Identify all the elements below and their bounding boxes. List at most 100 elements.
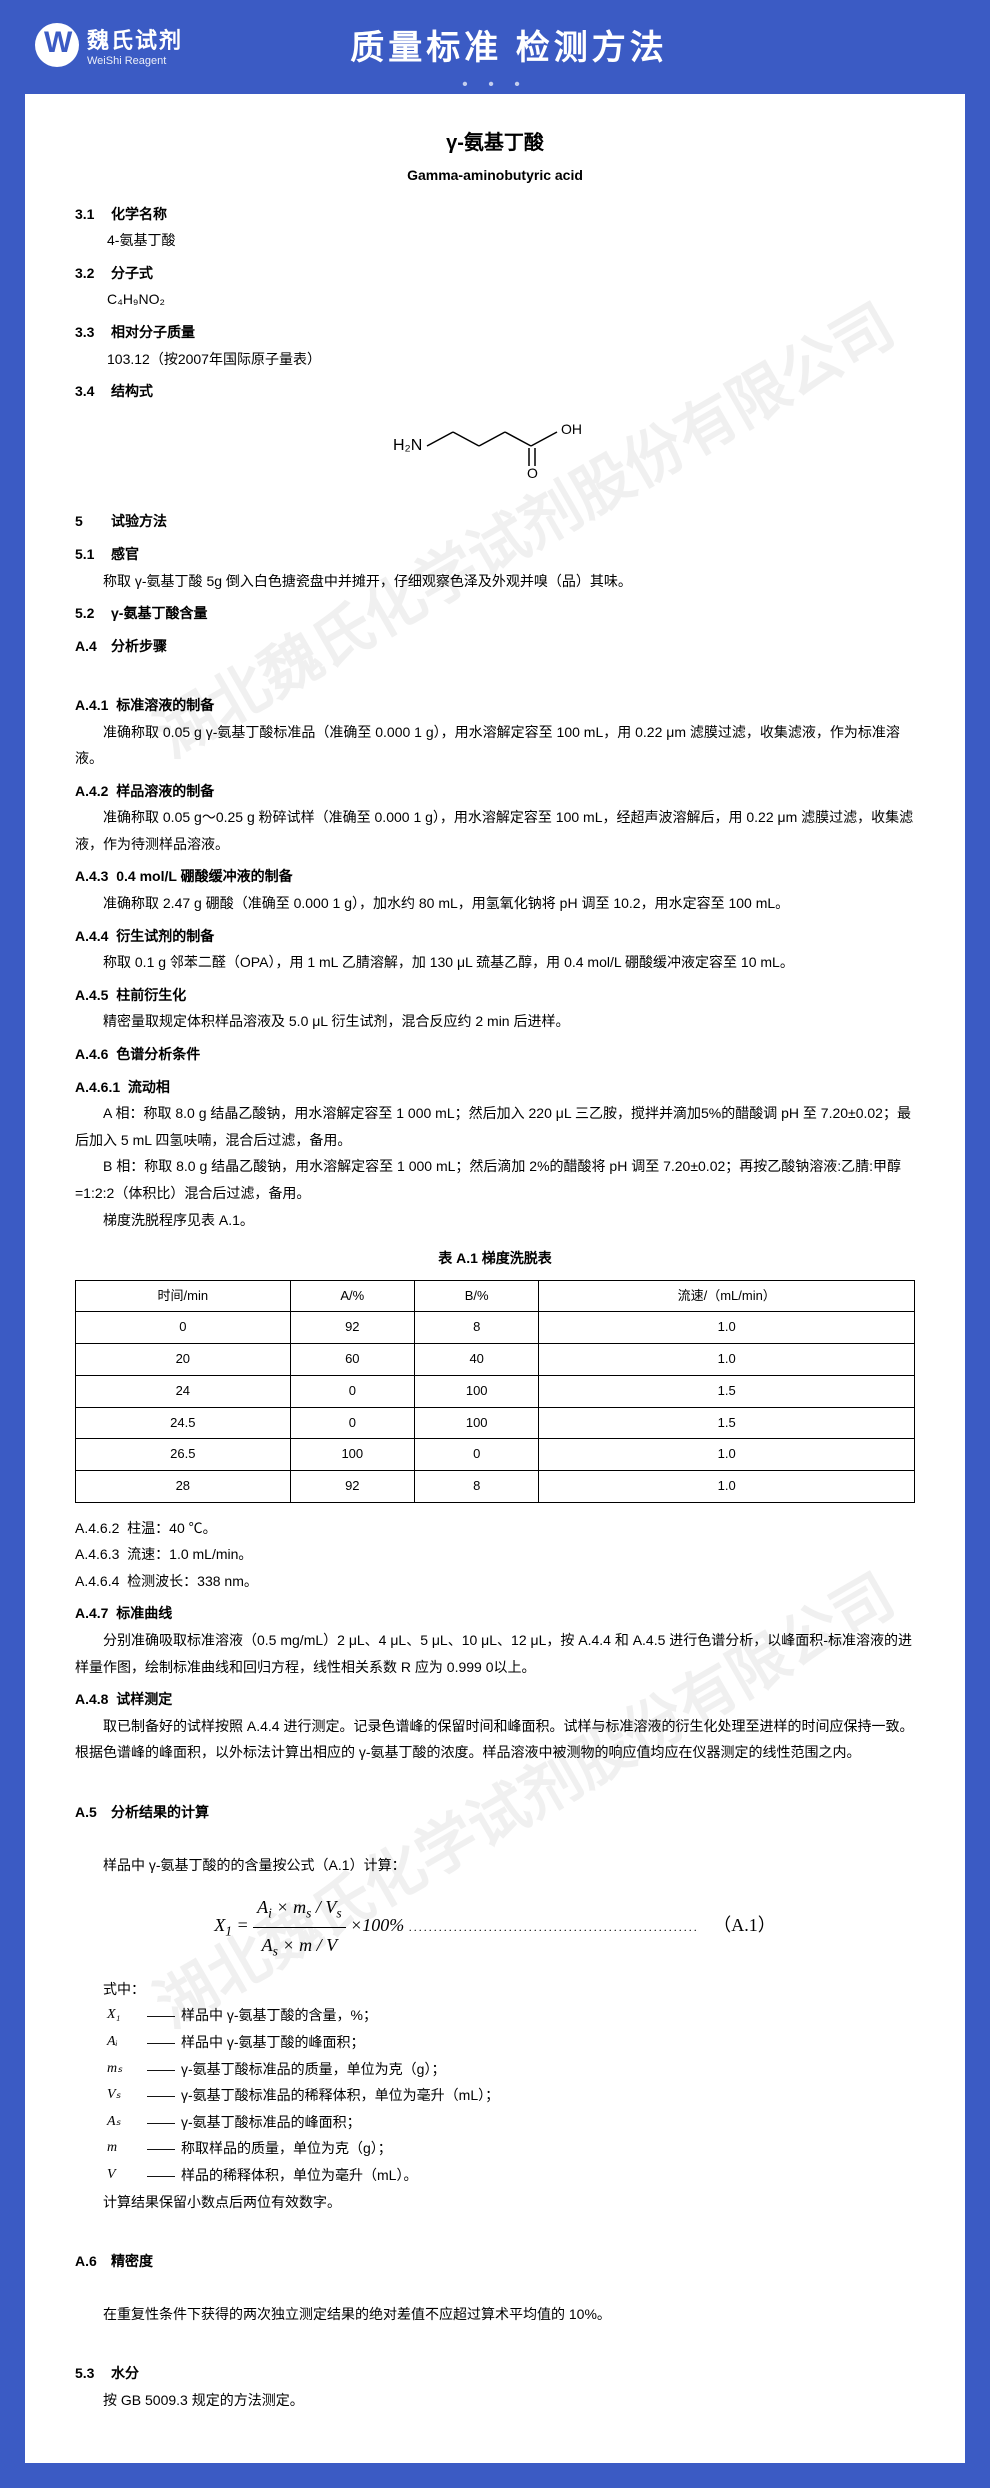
section-a42: A.4.2 样品溶液的制备 <box>75 778 915 805</box>
section-a462: A.4.6.2 柱温：40 ℃。 <box>75 1515 915 1542</box>
table-cell: 92 <box>290 1470 414 1502</box>
logo-mark-icon <box>35 23 79 67</box>
table-row: 289281.0 <box>76 1470 915 1502</box>
table-a1-caption: 表 A.1 梯度洗脱表 <box>75 1245 915 1272</box>
section-a45: A.4.5 柱前衍生化 <box>75 982 915 1009</box>
a-phase: A 相：称取 8.0 g 结晶乙酸钠，用水溶解定容至 1 000 mL；然后加入… <box>75 1100 915 1153</box>
table-cell: 8 <box>415 1470 539 1502</box>
section-a41: A.4.1 标准溶液的制备 <box>75 692 915 719</box>
table-cell: 100 <box>415 1407 539 1439</box>
var-desc: 样品中 γ-氨基丁酸的含量，%； <box>181 2002 377 2029</box>
gradient-table: 时间/minA/%B/%流速/（mL/min） 09281.02060401.0… <box>75 1280 915 1503</box>
body-5-3: 按 GB 5009.3 规定的方法测定。 <box>75 2387 915 2414</box>
section-a47: A.4.7 标准曲线 <box>75 1600 915 1627</box>
variable-row: m——称取样品的质量，单位为克（g）； <box>107 2135 915 2162</box>
page-container: 魏氏试剂 WeiShi Reagent 质量标准 检测方法 • • • 湖北魏氏… <box>0 0 990 2488</box>
doc-title-cn: γ-氨基丁酸 <box>75 124 915 162</box>
table-cell: 92 <box>290 1312 414 1344</box>
page-header: 魏氏试剂 WeiShi Reagent 质量标准 检测方法 <box>25 0 965 84</box>
var-symbol: X₁ <box>107 2002 141 2029</box>
table-cell: 40 <box>415 1344 539 1376</box>
var-desc: 称取样品的质量，单位为克（g）； <box>181 2135 392 2162</box>
table-cell: 100 <box>415 1375 539 1407</box>
svg-text:O: O <box>527 465 538 480</box>
table-cell: 20 <box>76 1344 291 1376</box>
section-a461: A.4.6.1 流动相 <box>75 1074 915 1101</box>
var-desc: γ-氨基丁酸标准品的稀释体积，单位为毫升（mL）； <box>181 2082 499 2109</box>
section-a464: A.4.6.4 检测波长：338 nm。 <box>75 1568 915 1595</box>
variable-list: X₁——样品中 γ-氨基丁酸的含量，%；Aᵢ——样品中 γ-氨基丁酸的峰面积；m… <box>107 2002 915 2188</box>
table-header: A/% <box>290 1280 414 1312</box>
formula-a1: X1 = Ai × ms / Vs As × m / V ×100% .....… <box>75 1890 915 1963</box>
table-row: 24.501001.5 <box>76 1407 915 1439</box>
table-cell: 8 <box>415 1312 539 1344</box>
section-5-2: 5.2γ-氨基丁酸含量 <box>75 600 915 627</box>
doc-title-en: Gamma-aminobutyric acid <box>75 162 915 189</box>
var-symbol: mₛ <box>107 2056 141 2083</box>
section-3-1: 3.1化学名称 <box>75 201 915 228</box>
table-cell: 60 <box>290 1344 414 1376</box>
body-a48: 取已制备好的试样按照 A.4.4 进行测定。记录色谱峰的保留时间和峰面积。试样与… <box>75 1713 915 1766</box>
section-a44: A.4.4 衍生试剂的制备 <box>75 923 915 950</box>
var-symbol: Vₛ <box>107 2082 141 2109</box>
var-desc: γ-氨基丁酸标准品的质量，单位为克（g）； <box>181 2056 445 2083</box>
section-5-1: 5.1感官 <box>75 541 915 568</box>
table-cell: 1.0 <box>539 1312 915 1344</box>
body-5-1: 称取 γ-氨基丁酸 5g 倒入白色搪瓷盘中并摊开，仔细观察色泽及外观并嗅（品）其… <box>75 568 915 595</box>
where-label: 式中： <box>75 1976 915 2003</box>
variable-row: V——样品的稀释体积，单位为毫升（mL）。 <box>107 2162 915 2189</box>
table-cell: 24 <box>76 1375 291 1407</box>
section-a43: A.4.3 0.4 mol/L 硼酸缓冲液的制备 <box>75 863 915 890</box>
table-cell: 1.5 <box>539 1407 915 1439</box>
header-dots: • • • <box>25 76 965 94</box>
var-symbol: V <box>107 2162 141 2189</box>
document-body: 湖北魏氏化学试剂股份有限公司 湖北魏氏化学试剂股份有限公司 γ-氨基丁酸 Gam… <box>25 94 965 2463</box>
section-a48: A.4.8 试样测定 <box>75 1686 915 1713</box>
body-a47: 分别准确吸取标准溶液（0.5 mg/mL）2 μL、4 μL、5 μL、10 μ… <box>75 1627 915 1680</box>
body-a43: 准确称取 2.47 g 硼酸（准确至 0.000 1 g），加水约 80 mL，… <box>75 890 915 917</box>
var-symbol: Aₛ <box>107 2109 141 2136</box>
body-a41: 准确称取 0.05 g γ-氨基丁酸标准品（准确至 0.000 1 g），用水溶… <box>75 719 915 772</box>
section-3-3: 3.3相对分子质量 <box>75 319 915 346</box>
svg-text:OH: OH <box>561 421 582 437</box>
body-a6: 在重复性条件下获得的两次独立测定结果的绝对差值不应超过算术平均值的 10%。 <box>75 2301 915 2328</box>
variable-row: Aᵢ——样品中 γ-氨基丁酸的峰面积； <box>107 2029 915 2056</box>
body-a44: 称取 0.1 g 邻苯二醛（OPA），用 1 mL 乙腈溶解，加 130 μL … <box>75 949 915 976</box>
body-a45: 精密量取规定体积样品溶液及 5.0 μL 衍生试剂，混合反应约 2 min 后进… <box>75 1008 915 1035</box>
svg-text:H₂N: H₂N <box>393 437 422 454</box>
section-a46: A.4.6 色谱分析条件 <box>75 1041 915 1068</box>
a5-lead: 样品中 γ-氨基丁酸的的含量按公式（A.1）计算： <box>75 1852 915 1879</box>
molecule-svg: H₂N OH O <box>385 420 605 480</box>
variable-row: X₁——样品中 γ-氨基丁酸的含量，%； <box>107 2002 915 2029</box>
section-5: 5试验方法 <box>75 508 915 535</box>
section-5-3: 5.3水分 <box>75 2360 915 2387</box>
table-cell: 1.0 <box>539 1439 915 1471</box>
table-cell: 1.0 <box>539 1344 915 1376</box>
a461-foot: 梯度洗脱程序见表 A.1。 <box>75 1207 915 1234</box>
table-header: 流速/（mL/min） <box>539 1280 915 1312</box>
var-desc: γ-氨基丁酸标准品的峰面积； <box>181 2109 361 2136</box>
header-title: 质量标准 检测方法 <box>63 20 955 69</box>
variable-row: Aₛ——γ-氨基丁酸标准品的峰面积； <box>107 2109 915 2136</box>
variable-row: mₛ——γ-氨基丁酸标准品的质量，单位为克（g）； <box>107 2056 915 2083</box>
structure-diagram: H₂N OH O <box>75 420 915 489</box>
table-row: 2401001.5 <box>76 1375 915 1407</box>
table-cell: 24.5 <box>76 1407 291 1439</box>
table-cell: 28 <box>76 1470 291 1502</box>
table-cell: 0 <box>290 1407 414 1439</box>
table-cell: 100 <box>290 1439 414 1471</box>
logo-en: WeiShi Reagent <box>87 55 183 67</box>
table-cell: 0 <box>290 1375 414 1407</box>
table-row: 2060401.0 <box>76 1344 915 1376</box>
variable-row: Vₛ——γ-氨基丁酸标准品的稀释体积，单位为毫升（mL）； <box>107 2082 915 2109</box>
val-3-3: 103.12（按2007年国际原子量表） <box>75 346 915 373</box>
a5-foot: 计算结果保留小数点后两位有效数字。 <box>75 2189 915 2216</box>
table-row: 26.510001.0 <box>76 1439 915 1471</box>
table-header: 时间/min <box>76 1280 291 1312</box>
var-symbol: Aᵢ <box>107 2029 141 2056</box>
table-cell: 1.5 <box>539 1375 915 1407</box>
b-phase: B 相：称取 8.0 g 结晶乙酸钠，用水溶解定容至 1 000 mL；然后滴加… <box>75 1153 915 1206</box>
section-a5: A.5分析结果的计算 <box>75 1799 915 1826</box>
table-cell: 26.5 <box>76 1439 291 1471</box>
table-cell: 1.0 <box>539 1470 915 1502</box>
